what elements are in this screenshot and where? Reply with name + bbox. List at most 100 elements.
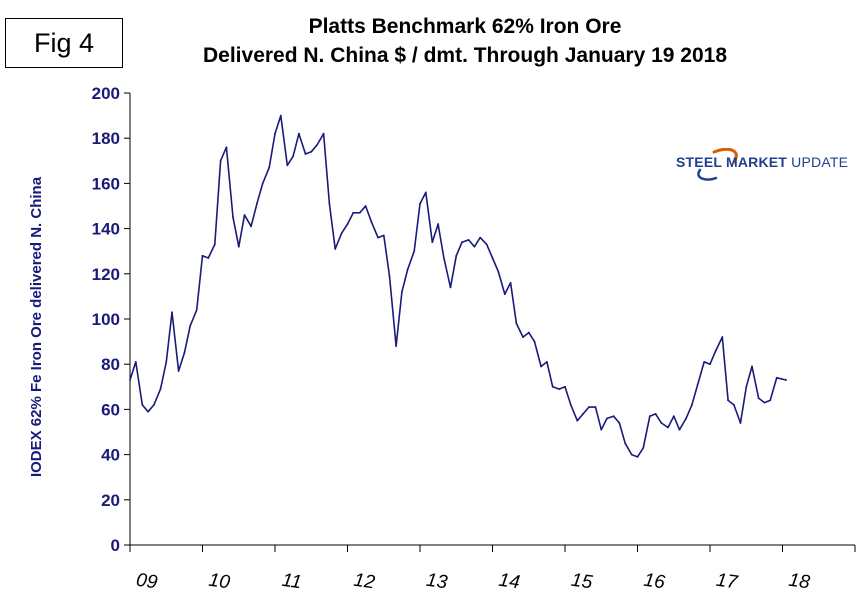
data-point: [406, 268, 409, 271]
y-tick-label: 120: [92, 265, 120, 284]
data-point: [727, 399, 730, 402]
y-tick-label: 180: [92, 129, 120, 148]
data-point: [739, 422, 742, 424]
data-point: [672, 415, 675, 418]
data-point: [413, 250, 416, 253]
y-tick-label: 200: [92, 84, 120, 103]
data-point: [685, 417, 687, 420]
data-point: [237, 245, 240, 248]
x-tick-label: 10: [207, 570, 231, 594]
data-point: [527, 331, 530, 334]
data-point: [540, 365, 542, 368]
data-point: [213, 243, 216, 246]
data-point: [328, 202, 331, 205]
data-point: [370, 220, 373, 223]
data-point: [232, 216, 234, 219]
data-point: [636, 455, 639, 458]
data-point: [279, 114, 282, 117]
x-tick-label: 09: [135, 570, 159, 594]
data-point: [377, 236, 379, 239]
data-point: [382, 234, 385, 237]
data-point: [171, 311, 173, 314]
data-point: [189, 324, 192, 327]
data-point: [485, 243, 488, 246]
data-point: [785, 379, 788, 381]
data-point: [395, 345, 397, 348]
data-point: [358, 211, 361, 214]
data-point: [334, 248, 337, 250]
data-point: [733, 403, 735, 406]
data-point: [364, 205, 367, 207]
x-tick-label: 15: [570, 570, 594, 594]
data-point: [612, 415, 615, 418]
data-point: [569, 403, 572, 406]
chart-subtitle: Delivered N. China $ / dmt. Through Janu…: [203, 44, 727, 67]
data-point: [594, 406, 597, 409]
x-tick-label: 16: [642, 570, 666, 594]
data-point: [455, 254, 458, 257]
data-point: [491, 257, 494, 259]
steel-market-update-logo: STEEL MARKET UPDATE: [676, 148, 848, 182]
data-point: [165, 361, 168, 363]
data-point: [709, 363, 711, 366]
data-point: [159, 388, 162, 390]
data-point: [443, 257, 445, 259]
data-point: [304, 153, 307, 155]
data-point: [660, 422, 663, 424]
data-point: [696, 383, 699, 386]
data-point: [346, 223, 349, 225]
data-point: [678, 428, 681, 431]
data-point: [606, 417, 608, 420]
data-point: [322, 132, 325, 135]
data-point: [195, 309, 198, 311]
data-point: [703, 361, 706, 363]
data-point: [690, 403, 693, 406]
data-point: [250, 225, 252, 228]
data-point: [558, 388, 561, 390]
data-point: [255, 202, 258, 205]
data-point: [600, 428, 603, 431]
logo-text-market: MARKET: [725, 154, 788, 170]
data-point: [177, 370, 180, 372]
x-tick-label: 12: [352, 570, 376, 594]
y-tick-label: 80: [101, 355, 120, 374]
logo-text-update: UPDATE: [791, 154, 849, 170]
data-point: [419, 202, 421, 205]
data-point: [545, 361, 548, 363]
data-point: [618, 422, 621, 424]
data-point: [147, 410, 150, 413]
data-point: [153, 403, 155, 406]
data-point: [400, 290, 403, 293]
data-point: [437, 223, 440, 225]
data-point: [775, 376, 778, 379]
data-point: [388, 275, 391, 277]
data-point: [225, 146, 228, 149]
data-point: [201, 254, 204, 257]
data-point: [261, 182, 264, 185]
y-tick-label: 20: [101, 491, 120, 510]
x-tick-label: 17: [715, 570, 740, 594]
x-tick-label: 14: [497, 570, 521, 594]
y-tick-label: 0: [111, 536, 120, 555]
data-point: [340, 232, 343, 235]
data-point: [129, 379, 131, 381]
data-point: [630, 453, 633, 456]
data-point: [757, 397, 760, 399]
data-point: [667, 426, 669, 429]
logo-text-steel: STEEL: [676, 154, 722, 170]
data-point: [461, 241, 463, 244]
data-point: [431, 241, 434, 244]
data-point: [286, 164, 289, 167]
data-point: [576, 419, 579, 422]
data-point: [515, 322, 518, 325]
data-point: [243, 214, 246, 216]
data-point: [141, 403, 144, 406]
y-tick-label: 40: [101, 446, 120, 465]
x-tick-label: 18: [787, 570, 811, 594]
data-point: [624, 442, 627, 445]
y-tick-label: 60: [101, 400, 120, 419]
x-tick-label: 11: [281, 570, 303, 594]
data-point: [533, 340, 536, 343]
data-point: [721, 336, 724, 338]
data-point: [564, 385, 566, 388]
